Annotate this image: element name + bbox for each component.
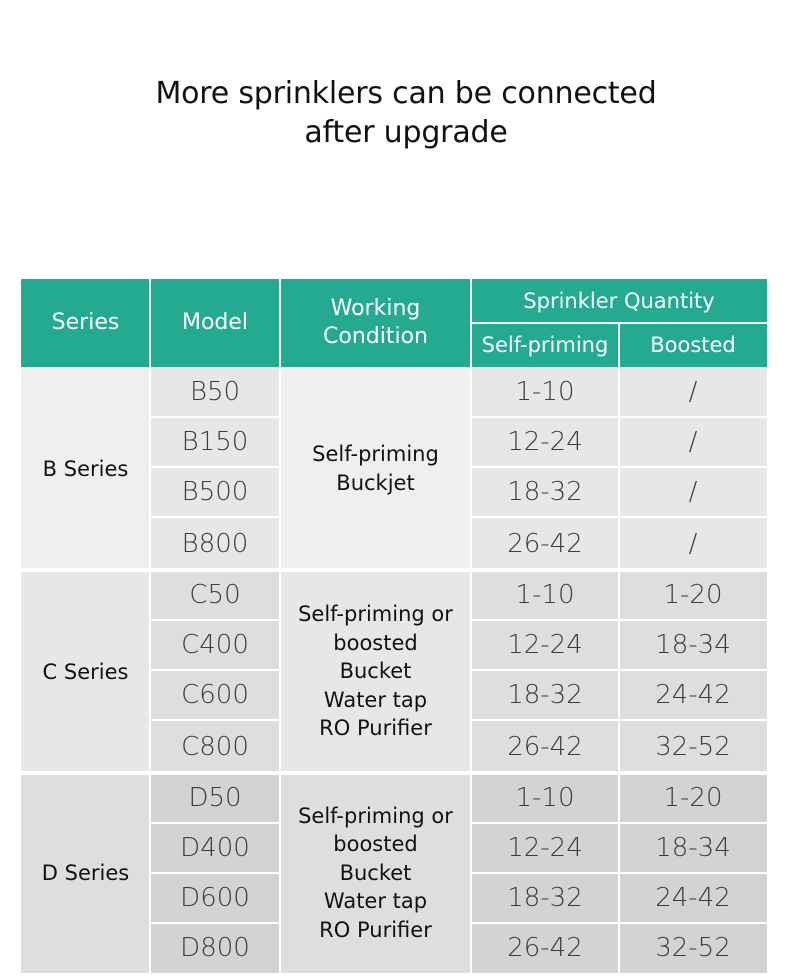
model-cell: D50	[150, 773, 280, 823]
grid-line-horizontal	[471, 719, 767, 721]
group-separator	[21, 771, 767, 775]
title-line-1: More sprinklers can be connected	[155, 76, 657, 111]
condition-line: Water tap	[323, 687, 428, 712]
condition-cell: Self-priming Buckjet	[280, 367, 471, 570]
boosted-cell: 1-20	[619, 570, 767, 620]
grid-line-horizontal	[471, 416, 767, 418]
condition-line: Self-priming or	[298, 602, 453, 627]
grid-line-horizontal	[150, 719, 280, 721]
condition-line: Self-priming	[312, 442, 439, 466]
self-priming-cell: 12-24	[471, 417, 619, 467]
condition-line: Water tap	[323, 889, 428, 914]
condition-cell: Self-priming or boosted Bucket Water tap RO …	[280, 773, 471, 973]
condition-line: Bucket	[339, 659, 412, 684]
grid-line-horizontal	[150, 416, 280, 418]
model-cell: C800	[150, 720, 280, 773]
model-cell: C50	[150, 570, 280, 620]
boosted-cell: /	[619, 367, 767, 417]
condition-line: Self-priming or	[298, 803, 453, 828]
boosted-cell: 1-20	[619, 773, 767, 823]
condition-line: boosted	[333, 832, 418, 857]
boosted-cell: /	[619, 417, 767, 467]
header-model: Model	[150, 279, 280, 367]
grid-line-horizontal	[150, 619, 280, 621]
grid-line-horizontal	[150, 872, 280, 874]
boosted-cell: 18-34	[619, 823, 767, 873]
header-working-condition: Working Condition	[280, 279, 471, 367]
header-boosted: Boosted	[619, 323, 767, 367]
self-priming-cell: 1-10	[471, 367, 619, 417]
self-priming-cell: 18-32	[471, 467, 619, 517]
boosted-cell: 24-42	[619, 873, 767, 923]
model-cell: C400	[150, 620, 280, 670]
self-priming-cell: 26-42	[471, 720, 619, 773]
header-sprinkler-quantity: Sprinkler Quantity	[471, 279, 767, 323]
self-priming-cell: 1-10	[471, 570, 619, 620]
condition-line: Buckjet	[336, 470, 415, 495]
condition-line: Bucket	[339, 860, 412, 885]
header-working-condition-line2: Condition	[323, 324, 428, 349]
model-cell: B150	[150, 417, 280, 467]
condition-line: RO Purifier	[319, 917, 432, 942]
page-title: More sprinklers can be connected after u…	[0, 74, 790, 152]
model-cell: B500	[150, 467, 280, 517]
boosted-cell: 32-52	[619, 923, 767, 973]
condition-cell: Self-priming or boosted Bucket Water tap RO …	[280, 570, 471, 773]
grid-line-horizontal	[471, 822, 767, 824]
self-priming-cell: 12-24	[471, 823, 619, 873]
grid-line-horizontal	[471, 466, 767, 468]
series-cell: C Series	[21, 570, 150, 773]
series-cell: D Series	[21, 773, 150, 973]
boosted-cell: 24-42	[619, 670, 767, 720]
model-cell: D600	[150, 873, 280, 923]
self-priming-cell: 18-32	[471, 873, 619, 923]
self-priming-cell: 12-24	[471, 620, 619, 670]
boosted-cell: 18-34	[619, 620, 767, 670]
grid-line-horizontal	[471, 322, 767, 324]
boosted-cell: 32-52	[619, 720, 767, 773]
grid-line-horizontal	[471, 619, 767, 621]
model-cell: D400	[150, 823, 280, 873]
grid-line-vertical	[279, 279, 281, 973]
header-working-condition-line1: Working	[330, 296, 421, 321]
grid-line-vertical	[149, 279, 151, 973]
grid-line-horizontal	[150, 822, 280, 824]
grid-line-horizontal	[471, 922, 767, 924]
grid-line-vertical	[470, 279, 472, 973]
grid-line-horizontal	[150, 669, 280, 671]
series-cell: B Series	[21, 367, 150, 570]
model-cell: B50	[150, 367, 280, 417]
sprinkler-table: Series Model Working Condition Sprinkler Qua…	[21, 279, 767, 973]
model-cell: B800	[150, 517, 280, 570]
self-priming-cell: 1-10	[471, 773, 619, 823]
condition-line: RO Purifier	[319, 716, 432, 741]
grid-line-horizontal	[471, 669, 767, 671]
model-cell: D800	[150, 923, 280, 973]
self-priming-cell: 26-42	[471, 923, 619, 973]
group-separator	[21, 568, 767, 572]
title-line-2: after upgrade	[304, 115, 508, 150]
header-series: Series	[21, 279, 150, 367]
grid-line-horizontal	[471, 872, 767, 874]
self-priming-cell: 18-32	[471, 670, 619, 720]
grid-line-vertical	[618, 323, 620, 973]
grid-line-horizontal	[150, 466, 280, 468]
model-cell: C600	[150, 670, 280, 720]
condition-line: boosted	[333, 630, 418, 655]
grid-line-horizontal	[150, 922, 280, 924]
header-self-priming: Self-priming	[471, 323, 619, 367]
grid-line-horizontal	[471, 516, 767, 518]
self-priming-cell: 26-42	[471, 517, 619, 570]
boosted-cell: /	[619, 467, 767, 517]
grid-line-horizontal	[150, 516, 280, 518]
boosted-cell: /	[619, 517, 767, 570]
